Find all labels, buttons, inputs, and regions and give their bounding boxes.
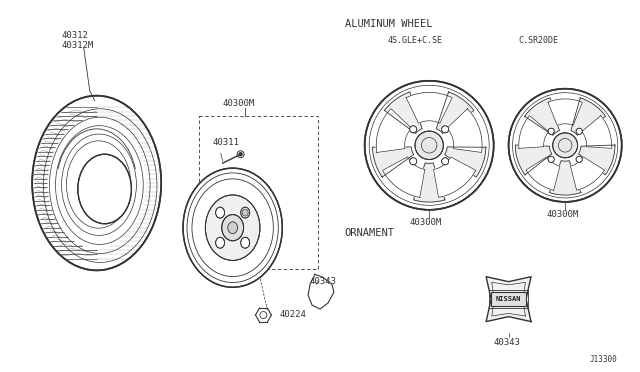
Ellipse shape: [553, 133, 578, 158]
Text: ALUMINUM WHEEL: ALUMINUM WHEEL: [345, 19, 432, 29]
Ellipse shape: [32, 96, 161, 270]
Ellipse shape: [509, 89, 621, 202]
Polygon shape: [582, 116, 612, 148]
Ellipse shape: [548, 156, 554, 163]
Bar: [489, 290, 529, 308]
Ellipse shape: [228, 222, 237, 234]
Text: 40312M: 40312M: [62, 41, 94, 50]
Ellipse shape: [241, 207, 250, 218]
Polygon shape: [571, 98, 605, 135]
Text: 40300M: 40300M: [410, 218, 442, 227]
Polygon shape: [548, 99, 582, 125]
Text: C.SR20DE: C.SR20DE: [518, 36, 559, 45]
Ellipse shape: [183, 168, 282, 287]
Ellipse shape: [410, 158, 417, 165]
Ellipse shape: [442, 126, 449, 133]
Bar: [199, 116, 318, 269]
Circle shape: [239, 153, 242, 156]
Text: 40300M: 40300M: [223, 99, 255, 108]
Polygon shape: [413, 163, 445, 202]
Polygon shape: [372, 147, 413, 177]
Polygon shape: [406, 92, 452, 123]
Ellipse shape: [548, 128, 554, 134]
Ellipse shape: [410, 126, 417, 133]
Polygon shape: [385, 92, 422, 134]
Polygon shape: [383, 157, 425, 198]
Polygon shape: [445, 147, 486, 177]
Polygon shape: [515, 145, 552, 175]
Text: 40312: 40312: [62, 31, 89, 40]
Ellipse shape: [216, 207, 225, 218]
Polygon shape: [376, 109, 412, 153]
Polygon shape: [579, 145, 615, 175]
Polygon shape: [436, 92, 474, 134]
Ellipse shape: [242, 209, 248, 216]
Ellipse shape: [576, 128, 582, 134]
Text: 4S.GLE+C.SE: 4S.GLE+C.SE: [387, 36, 442, 45]
Ellipse shape: [241, 237, 250, 248]
Polygon shape: [519, 116, 548, 148]
Text: 40311: 40311: [213, 138, 240, 147]
Bar: [491, 292, 527, 306]
Ellipse shape: [205, 195, 260, 260]
Ellipse shape: [576, 156, 582, 163]
Ellipse shape: [442, 158, 449, 165]
Text: J13300: J13300: [590, 355, 618, 364]
Text: ORNAMENT: ORNAMENT: [345, 228, 395, 238]
Text: 40343: 40343: [309, 277, 336, 286]
Polygon shape: [550, 161, 581, 195]
Text: 40224: 40224: [279, 310, 306, 319]
Text: 40300M: 40300M: [547, 210, 579, 219]
Polygon shape: [570, 157, 604, 190]
Polygon shape: [525, 98, 559, 135]
Polygon shape: [486, 277, 531, 322]
Ellipse shape: [78, 154, 131, 224]
Ellipse shape: [221, 215, 244, 241]
Ellipse shape: [216, 237, 225, 248]
Polygon shape: [433, 157, 476, 198]
Polygon shape: [447, 109, 482, 153]
Polygon shape: [526, 157, 560, 190]
Text: NISSAN: NISSAN: [496, 296, 522, 302]
Text: 40343: 40343: [493, 338, 520, 347]
Ellipse shape: [415, 131, 444, 160]
Ellipse shape: [365, 81, 493, 210]
